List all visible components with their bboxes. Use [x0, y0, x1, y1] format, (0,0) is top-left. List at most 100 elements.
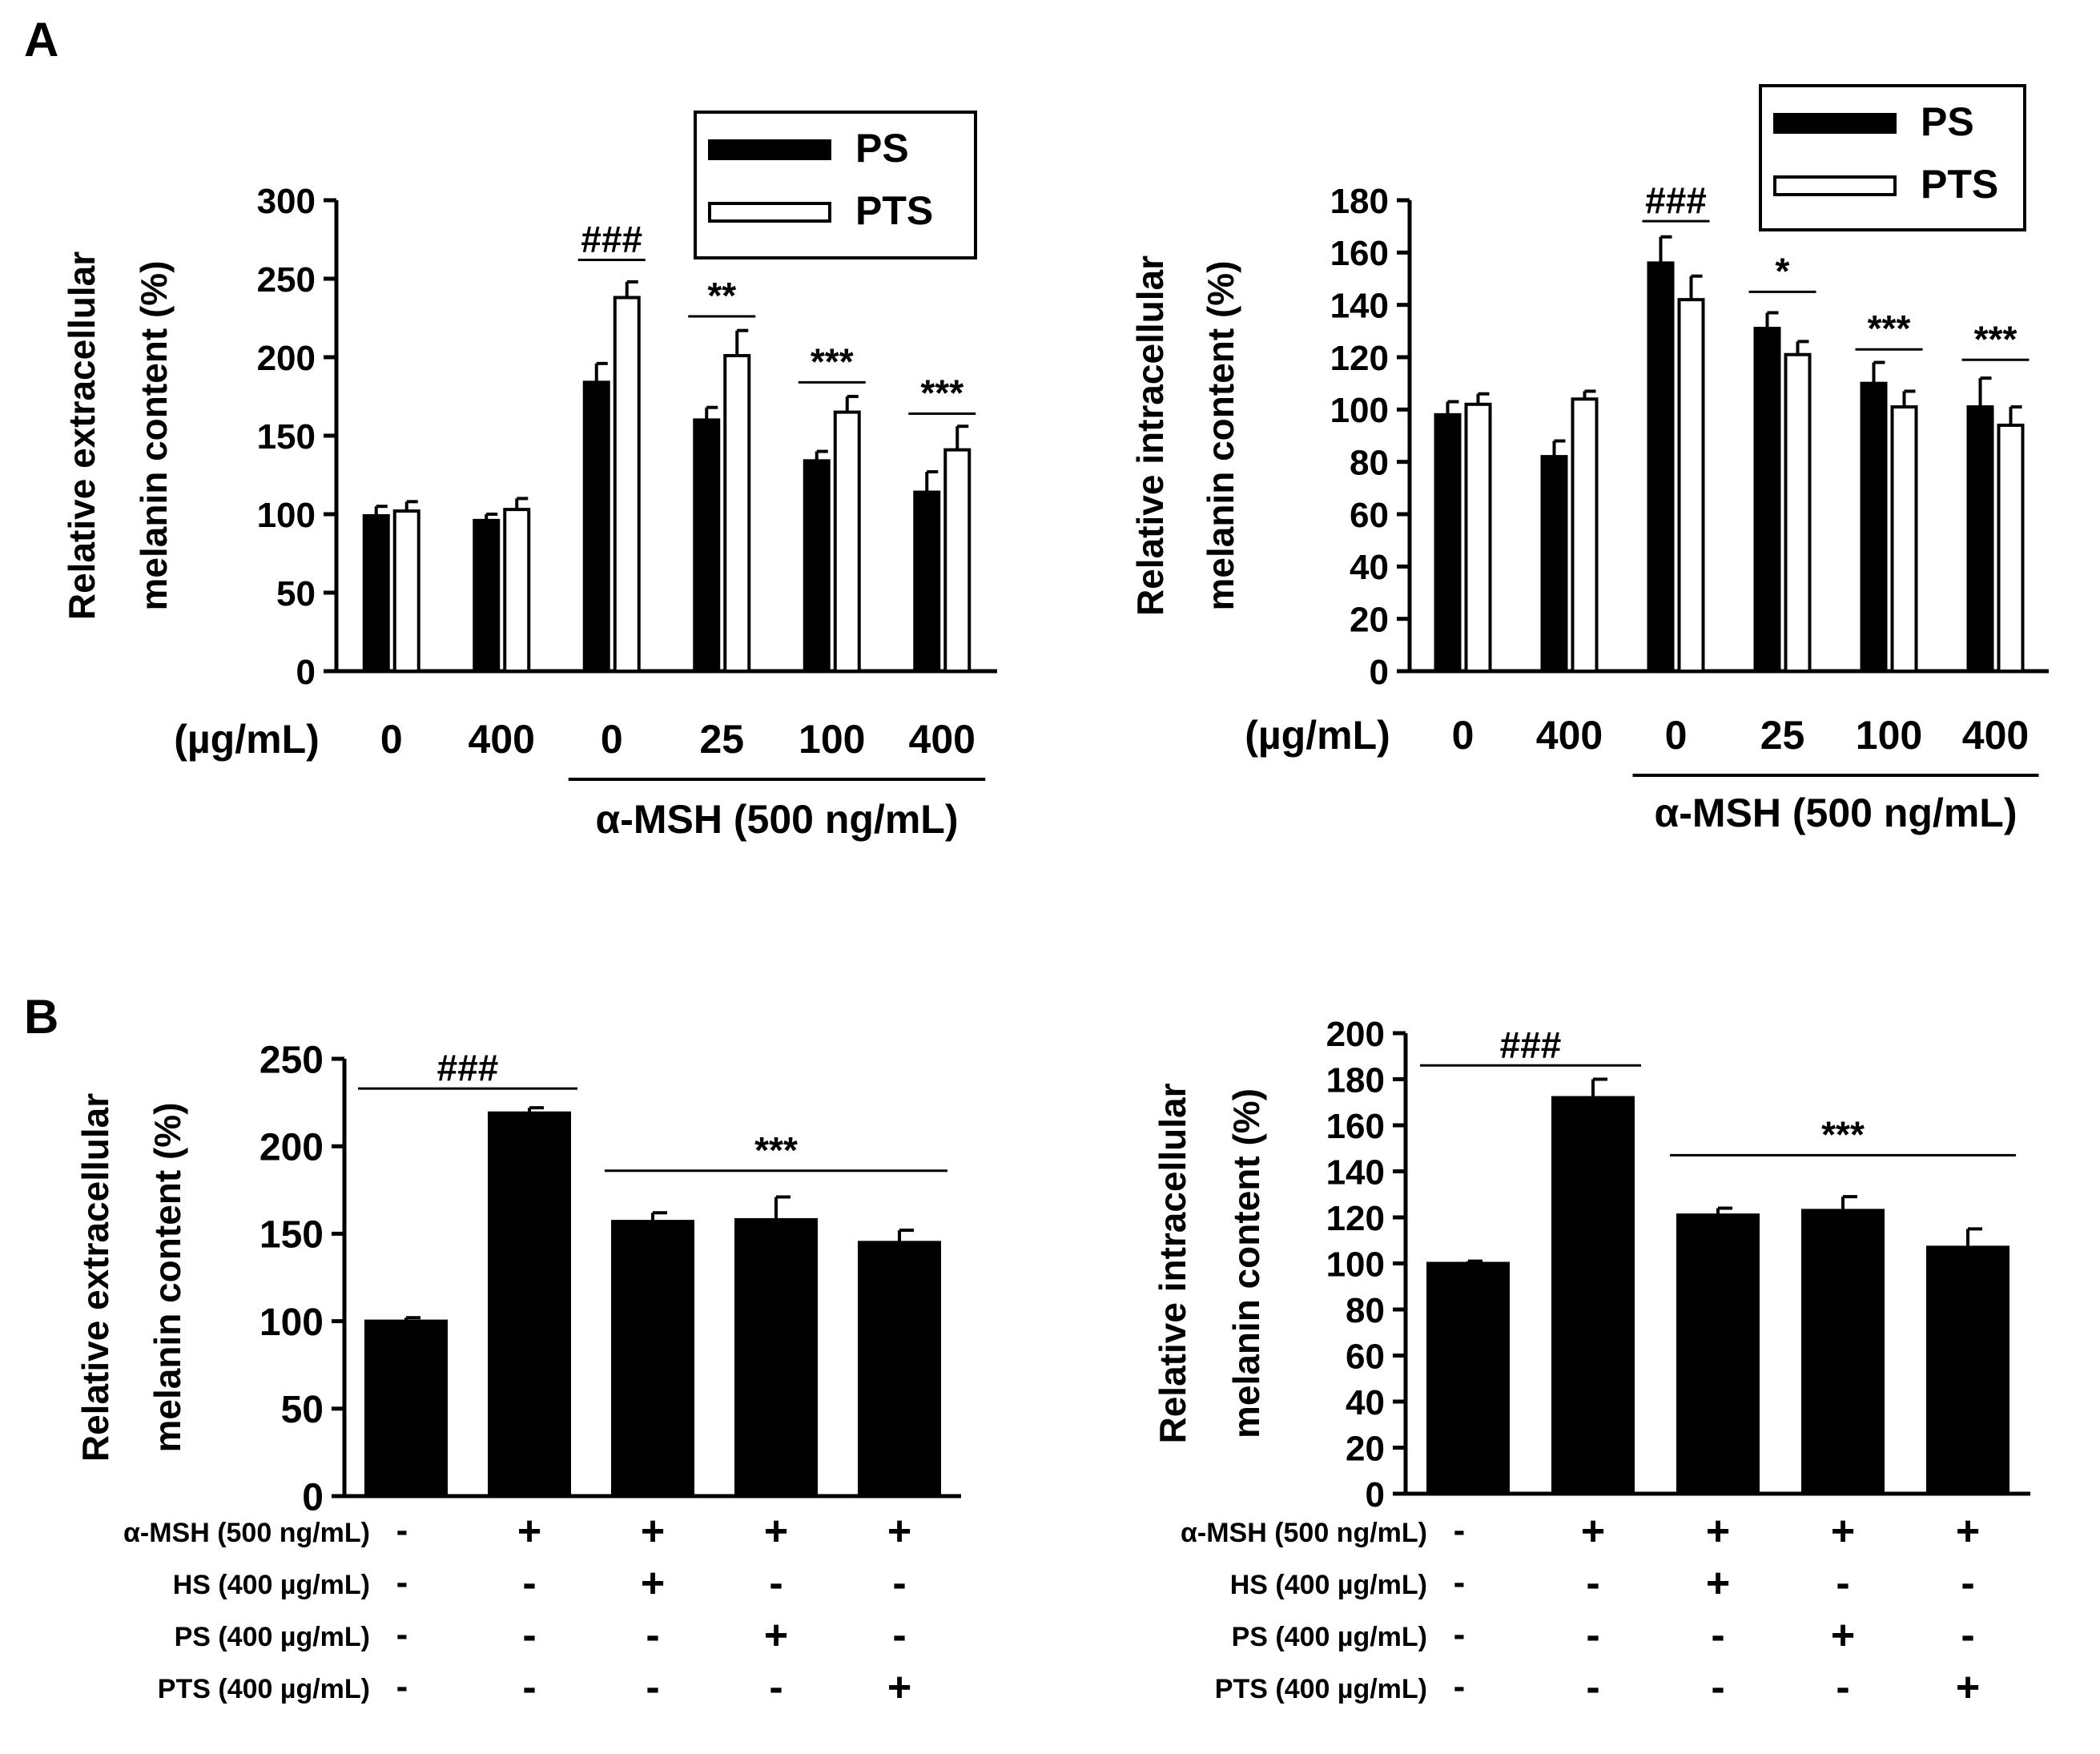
treatment-label: PS (400 µg/mL)	[175, 1622, 370, 1652]
bar-ps	[362, 513, 390, 674]
bar-melanin	[1551, 1096, 1635, 1495]
legend-box	[694, 111, 977, 259]
y-tick-label: 200	[259, 1126, 324, 1169]
treatment-label: PTS (400 µg/mL)	[1215, 1674, 1427, 1704]
legend-swatch-pts	[1773, 175, 1897, 196]
significance-label: ***	[754, 1129, 798, 1171]
treatment-sign: -	[1836, 1560, 1849, 1607]
significance-label: ***	[1974, 318, 2018, 360]
bar-melanin	[611, 1220, 694, 1499]
significance-label: **	[707, 275, 736, 316]
x-tick-label: 25	[699, 717, 744, 762]
treatment-sign: -	[1454, 1667, 1466, 1706]
bar-ps	[693, 418, 721, 674]
treatment-sign: +	[641, 1560, 665, 1607]
significance-label: ###	[1645, 179, 1707, 221]
y-tick-label: 200	[257, 339, 316, 378]
y-tick-label: 100	[259, 1301, 324, 1344]
legend-label: PS	[1921, 99, 1974, 144]
legend-box	[1759, 84, 2026, 231]
y-tick-label: 100	[1326, 1245, 1385, 1284]
y-tick-label: 160	[1330, 234, 1389, 273]
bar-ps	[913, 490, 941, 673]
bar-pts	[833, 410, 861, 673]
significance-label: ***	[811, 340, 854, 382]
x-tick-label: 400	[469, 717, 535, 762]
treatment-sign: -	[522, 1664, 536, 1711]
bar-ps	[1966, 405, 1994, 673]
treatment-label: PTS (400 µg/mL)	[158, 1674, 370, 1704]
treatment-sign: -	[1961, 1612, 1974, 1659]
legend-swatch-pts	[708, 202, 831, 223]
y-tick-label: 80	[1350, 444, 1389, 483]
treatment-sign: -	[646, 1664, 659, 1711]
bar-pts	[613, 296, 641, 673]
treatment-sign: -	[769, 1664, 782, 1711]
y-tick-label: 200	[1326, 1015, 1385, 1054]
y-tick-label: 120	[1330, 339, 1389, 378]
bar-pts	[1890, 405, 1918, 673]
bar-pts	[1784, 352, 1812, 673]
bar-pts	[1464, 402, 1492, 673]
y-axis-label: Relative extracellular	[74, 1093, 116, 1462]
y-tick-label: 140	[1330, 287, 1389, 326]
treatment-sign: -	[1454, 1511, 1466, 1550]
treatment-sign: -	[396, 1667, 408, 1706]
bar-pts	[392, 509, 420, 674]
treatment-sign: -	[1961, 1560, 1974, 1607]
treatment-sign: -	[1586, 1612, 1599, 1659]
y-tick-label: 300	[257, 182, 316, 221]
treatment-sign: +	[887, 1508, 911, 1555]
treatment-sign: +	[1956, 1664, 1980, 1711]
treatment-sign: +	[1581, 1508, 1605, 1555]
y-axis-label: melanin content (%)	[1225, 1088, 1267, 1438]
y-axis-label: Relative intracellular	[1129, 255, 1171, 616]
y-axis-label: melanin content (%)	[133, 260, 175, 610]
significance-label: ***	[920, 372, 964, 414]
y-tick-label: 20	[1350, 601, 1389, 640]
legend-label: PTS	[855, 188, 933, 233]
bar-melanin	[1926, 1245, 2009, 1495]
y-tick-label: 80	[1346, 1291, 1385, 1330]
treatment-sign: +	[1831, 1612, 1855, 1659]
legend-label: PS	[855, 126, 909, 171]
significance-label: ###	[1500, 1024, 1562, 1065]
y-tick-label: 140	[1326, 1153, 1385, 1192]
group-label: α-MSH (500 ng/mL)	[596, 797, 959, 842]
chart-b-intracellular: 0 20 40 60 80 100 120 140 160 180 200 Relative intr…	[1152, 1015, 2030, 1711]
bar-ps	[1753, 327, 1781, 673]
treatment-sign: +	[1706, 1508, 1730, 1555]
treatment-sign: -	[1711, 1612, 1724, 1659]
bar-melanin	[858, 1241, 941, 1498]
y-tick-label: 160	[1326, 1107, 1385, 1146]
treatment-sign: -	[1454, 1615, 1466, 1654]
treatment-sign: -	[1836, 1664, 1849, 1711]
legend-label: PTS	[1921, 162, 1998, 207]
y-tick-label: 40	[1346, 1383, 1385, 1422]
treatment-sign: -	[646, 1612, 659, 1659]
x-tick-label: 0	[380, 717, 403, 762]
x-tick-label: 400	[909, 717, 976, 762]
treatment-sign: -	[892, 1560, 906, 1607]
treatment-sign: +	[764, 1612, 788, 1659]
y-axis-label: Relative intracellular	[1152, 1083, 1193, 1443]
treatment-sign: -	[1711, 1664, 1724, 1711]
x-tick-label: 0	[601, 717, 623, 762]
treatment-sign: +	[517, 1508, 541, 1555]
bar-ps	[473, 518, 501, 674]
y-tick-label: 0	[296, 653, 316, 692]
x-tick-label: 400	[1962, 713, 2029, 758]
y-tick-label: 180	[1330, 182, 1389, 221]
x-tick-label: 0	[1452, 713, 1474, 758]
y-axis-label: melanin content (%)	[1200, 260, 1241, 610]
y-tick-label: 250	[257, 260, 316, 300]
treatment-label: PS (400 µg/mL)	[1232, 1622, 1427, 1652]
bar-ps	[582, 380, 610, 673]
x-tick-label: 25	[1760, 713, 1805, 758]
y-tick-label: 0	[1370, 653, 1389, 692]
treatment-label: α-MSH (500 ng/mL)	[123, 1518, 370, 1548]
y-tick-label: 100	[257, 496, 316, 535]
y-axis-label: Relative extracellular	[61, 251, 103, 620]
